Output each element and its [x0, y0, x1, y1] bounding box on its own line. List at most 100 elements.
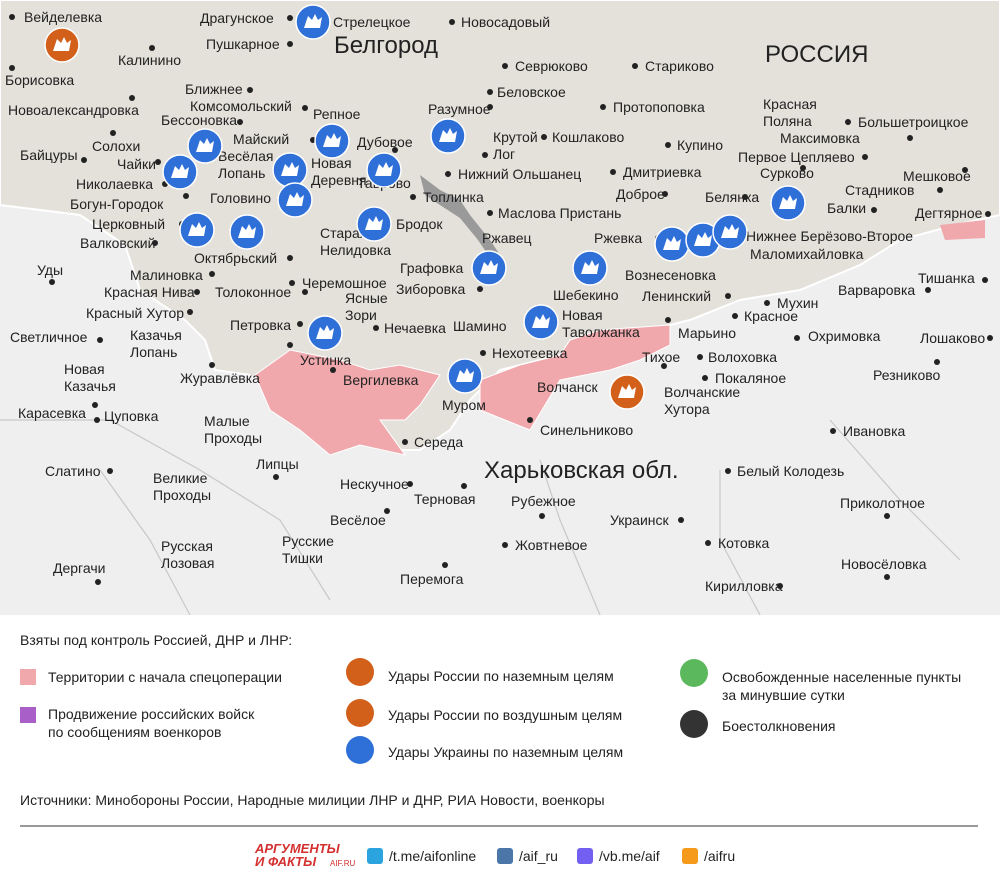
link-icon: [682, 848, 698, 864]
place-label: Белянка: [705, 189, 759, 205]
place-label: Великие: [153, 470, 208, 486]
place-label: Покаляное: [715, 370, 786, 386]
strike-icon: [307, 315, 343, 351]
place-label: Богун-Городок: [70, 196, 164, 212]
place-label: Малые: [204, 413, 250, 429]
place-label: Нехотеевка: [492, 345, 568, 361]
place-label: Нескучное: [340, 476, 409, 492]
place-dot: [527, 417, 533, 423]
place-dot: [384, 508, 390, 514]
place-dot: [442, 562, 448, 568]
place-label: Светличное: [10, 329, 88, 345]
place-label: Журавлёвка: [180, 370, 260, 386]
link-label: /t.me/aifonline: [389, 848, 476, 864]
place-dot: [487, 104, 493, 110]
place-label: Весёлая: [218, 148, 273, 164]
place-label: Стрелецкое: [333, 14, 411, 30]
place-dot: [962, 167, 968, 173]
place-dot: [884, 513, 890, 519]
place-label: Карасевка: [18, 405, 86, 421]
place-label: Ближнее: [185, 81, 243, 97]
place-label: Старая: [320, 225, 367, 241]
place-label: Новоалександровка: [8, 102, 139, 118]
link-label: /aifru: [704, 848, 735, 864]
place-dot: [81, 157, 87, 163]
place-dot: [845, 119, 851, 125]
place-label: Белый Колодезь: [737, 463, 844, 479]
place-label: Байцуры: [20, 147, 78, 163]
place-dot: [94, 417, 100, 423]
place-dot: [884, 574, 890, 580]
brand: И ФАКТЫ: [255, 854, 317, 869]
place-label: Валковский: [80, 235, 155, 251]
place-label: Ленинский: [642, 288, 711, 304]
strike-icon: [179, 212, 215, 248]
place-dot: [600, 104, 606, 110]
place-label: Русская: [161, 538, 213, 554]
place-dot: [632, 63, 638, 69]
place-label: Зиборовка: [396, 281, 466, 297]
place-dot: [445, 171, 451, 177]
place-dot: [482, 152, 488, 158]
place-label: Русские: [282, 533, 334, 549]
place-dot: [907, 135, 913, 141]
place-label: Красное: [744, 308, 798, 324]
place-label: Репное: [313, 106, 361, 122]
place-label: Севрюково: [515, 58, 588, 74]
strike-icon: [471, 250, 507, 286]
strike-icon: [366, 152, 402, 188]
icon-circle: [680, 659, 708, 687]
place-label: Кирилловка: [705, 578, 783, 594]
strike-icon: [356, 206, 392, 242]
place-label: Марьино: [678, 325, 736, 341]
place-label: Бродок: [396, 216, 443, 232]
place-dot: [152, 240, 158, 246]
icon-burst: [171, 164, 189, 178]
place-dot: [487, 210, 493, 216]
place-label: Борисовка: [5, 72, 74, 88]
strike-icon: [295, 4, 331, 40]
place-dot: [937, 187, 943, 193]
place-label: Мешковое: [903, 168, 971, 184]
place-label: Стариково: [645, 58, 714, 74]
legend-title: Взяты под контроль Россией, ДНР и ЛНР:: [20, 632, 292, 648]
link-icon: [367, 848, 383, 864]
place-label: Доброе: [616, 186, 665, 202]
icon-burst: [53, 37, 71, 51]
icon-burst: [188, 222, 206, 236]
place-label: Синельниково: [540, 422, 633, 438]
place-label: Весёлое: [330, 512, 386, 528]
strike-icon: [277, 182, 313, 218]
place-dot: [287, 15, 293, 21]
place-label: Слатино: [45, 463, 101, 479]
place-dot: [862, 154, 868, 160]
legend-label: Территории с начала спецоперации: [48, 669, 282, 685]
controlled-territory: [940, 220, 985, 240]
icon-burst: [286, 192, 304, 206]
place-dot: [410, 194, 416, 200]
icon-circle: [346, 736, 374, 764]
place-label: Жовтневое: [515, 537, 588, 553]
place-dot: [247, 87, 253, 93]
place-label: Цуповка: [104, 408, 159, 424]
place-label: Стадников: [845, 182, 914, 198]
strike-icon: [770, 185, 806, 221]
place-label: Бессоновка: [161, 112, 237, 128]
place-label: Украинск: [610, 512, 670, 528]
place-dot: [830, 428, 836, 434]
place-label: Терновая: [414, 491, 476, 507]
place-label: Ржавец: [482, 230, 532, 246]
place-label: Беловское: [497, 84, 566, 100]
place-label: Нечаевка: [384, 320, 446, 336]
place-label: Новосёловка: [841, 556, 927, 572]
icon-burst: [618, 384, 636, 398]
place-dot: [725, 293, 731, 299]
sources: Источники: Минобороны России, Народные м…: [20, 792, 605, 808]
legend-icon: [680, 710, 708, 738]
place-label: Уды: [37, 262, 63, 278]
place-label: Солохи: [92, 138, 140, 154]
place-label: Лопань: [218, 165, 265, 181]
place-dot: [237, 119, 243, 125]
place-label: Нижний Ольшанец: [458, 166, 581, 182]
